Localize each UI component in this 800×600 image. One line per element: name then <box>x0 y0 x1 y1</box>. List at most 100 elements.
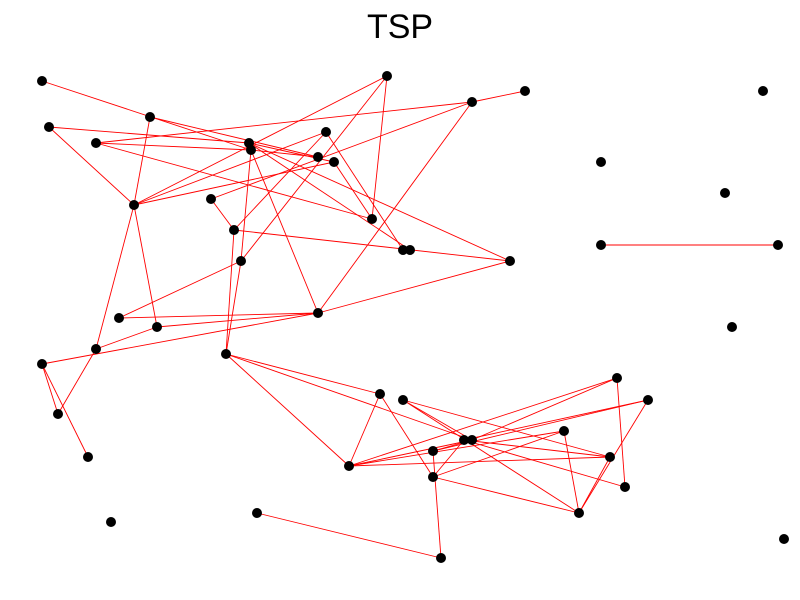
city-point <box>229 225 239 235</box>
route-edge <box>432 439 465 478</box>
route-edge <box>95 142 252 151</box>
city-point <box>405 245 415 255</box>
route-edge <box>471 90 526 103</box>
route-edge <box>225 353 381 395</box>
city-point <box>428 472 438 482</box>
route-edge <box>156 312 319 328</box>
route-edge <box>48 126 250 144</box>
city-point <box>321 127 331 137</box>
route-edge <box>225 353 350 467</box>
city-point <box>329 157 339 167</box>
city-point <box>37 359 47 369</box>
route-edge <box>256 512 442 559</box>
city-point <box>459 435 469 445</box>
route-edge <box>463 439 611 458</box>
route-edge <box>371 75 388 220</box>
route-edge <box>225 353 473 441</box>
route-edge <box>348 393 381 467</box>
city-point <box>91 344 101 354</box>
city-point <box>596 240 606 250</box>
route-edge <box>463 439 626 488</box>
city-point <box>428 446 438 456</box>
city-point <box>467 97 477 107</box>
city-point <box>344 461 354 471</box>
city-points <box>37 71 789 563</box>
route-edge <box>402 399 611 458</box>
route-edge <box>48 126 135 206</box>
city-point <box>37 76 47 86</box>
city-point <box>106 517 116 527</box>
route-edge <box>317 260 511 314</box>
route-edge <box>233 229 511 262</box>
route-edge <box>248 142 511 262</box>
city-point <box>221 349 231 359</box>
city-point <box>114 313 124 323</box>
route-edge <box>133 75 388 206</box>
route-edge <box>325 131 404 251</box>
route-edge <box>317 101 473 314</box>
route-edge <box>133 116 151 206</box>
route-edge <box>463 399 649 441</box>
city-point <box>559 426 569 436</box>
route-edge <box>248 142 411 251</box>
city-point <box>398 395 408 405</box>
city-point <box>773 240 783 250</box>
city-point <box>145 112 155 122</box>
city-point <box>129 200 139 210</box>
city-point <box>91 138 101 148</box>
city-point <box>367 214 377 224</box>
city-point <box>152 322 162 332</box>
route-edge <box>95 204 135 350</box>
city-point <box>382 71 392 81</box>
city-point <box>758 86 768 96</box>
route-edge <box>250 149 319 158</box>
route-edge <box>471 377 618 441</box>
city-point <box>206 194 216 204</box>
route-edge <box>240 75 388 262</box>
route-edge <box>432 430 565 478</box>
city-point <box>252 508 262 518</box>
route-edge <box>225 260 242 355</box>
route-edge <box>95 142 373 220</box>
city-point <box>720 188 730 198</box>
route-edge <box>432 450 442 559</box>
route-edge <box>348 439 473 467</box>
route-edge <box>563 430 580 514</box>
route-edges <box>41 75 778 559</box>
route-edge <box>95 101 473 144</box>
city-point <box>779 534 789 544</box>
city-point <box>313 152 323 162</box>
route-edge <box>118 260 242 319</box>
city-point <box>620 482 630 492</box>
city-point <box>398 245 408 255</box>
route-edge <box>233 131 327 231</box>
city-point <box>53 409 63 419</box>
city-point <box>44 122 54 132</box>
city-point <box>246 145 256 155</box>
route-edge <box>133 161 335 206</box>
route-edge <box>250 149 319 314</box>
route-edge <box>616 377 626 488</box>
route-edge <box>41 312 319 365</box>
route-edge <box>210 198 235 231</box>
city-point <box>83 452 93 462</box>
route-edge <box>432 476 580 514</box>
route-edge <box>348 377 618 467</box>
chart-title: TSP <box>366 8 434 46</box>
city-point <box>520 86 530 96</box>
city-point <box>436 553 446 563</box>
route-edge <box>578 456 611 514</box>
city-point <box>375 389 385 399</box>
city-point <box>612 373 622 383</box>
city-point <box>596 157 606 167</box>
route-edge <box>133 131 327 206</box>
city-point <box>313 308 323 318</box>
route-edge <box>95 326 158 350</box>
route-edge <box>225 229 235 355</box>
city-point <box>727 322 737 332</box>
route-edge <box>41 363 59 415</box>
route-edge <box>41 363 89 458</box>
route-edge <box>402 399 473 441</box>
city-point <box>467 435 477 445</box>
